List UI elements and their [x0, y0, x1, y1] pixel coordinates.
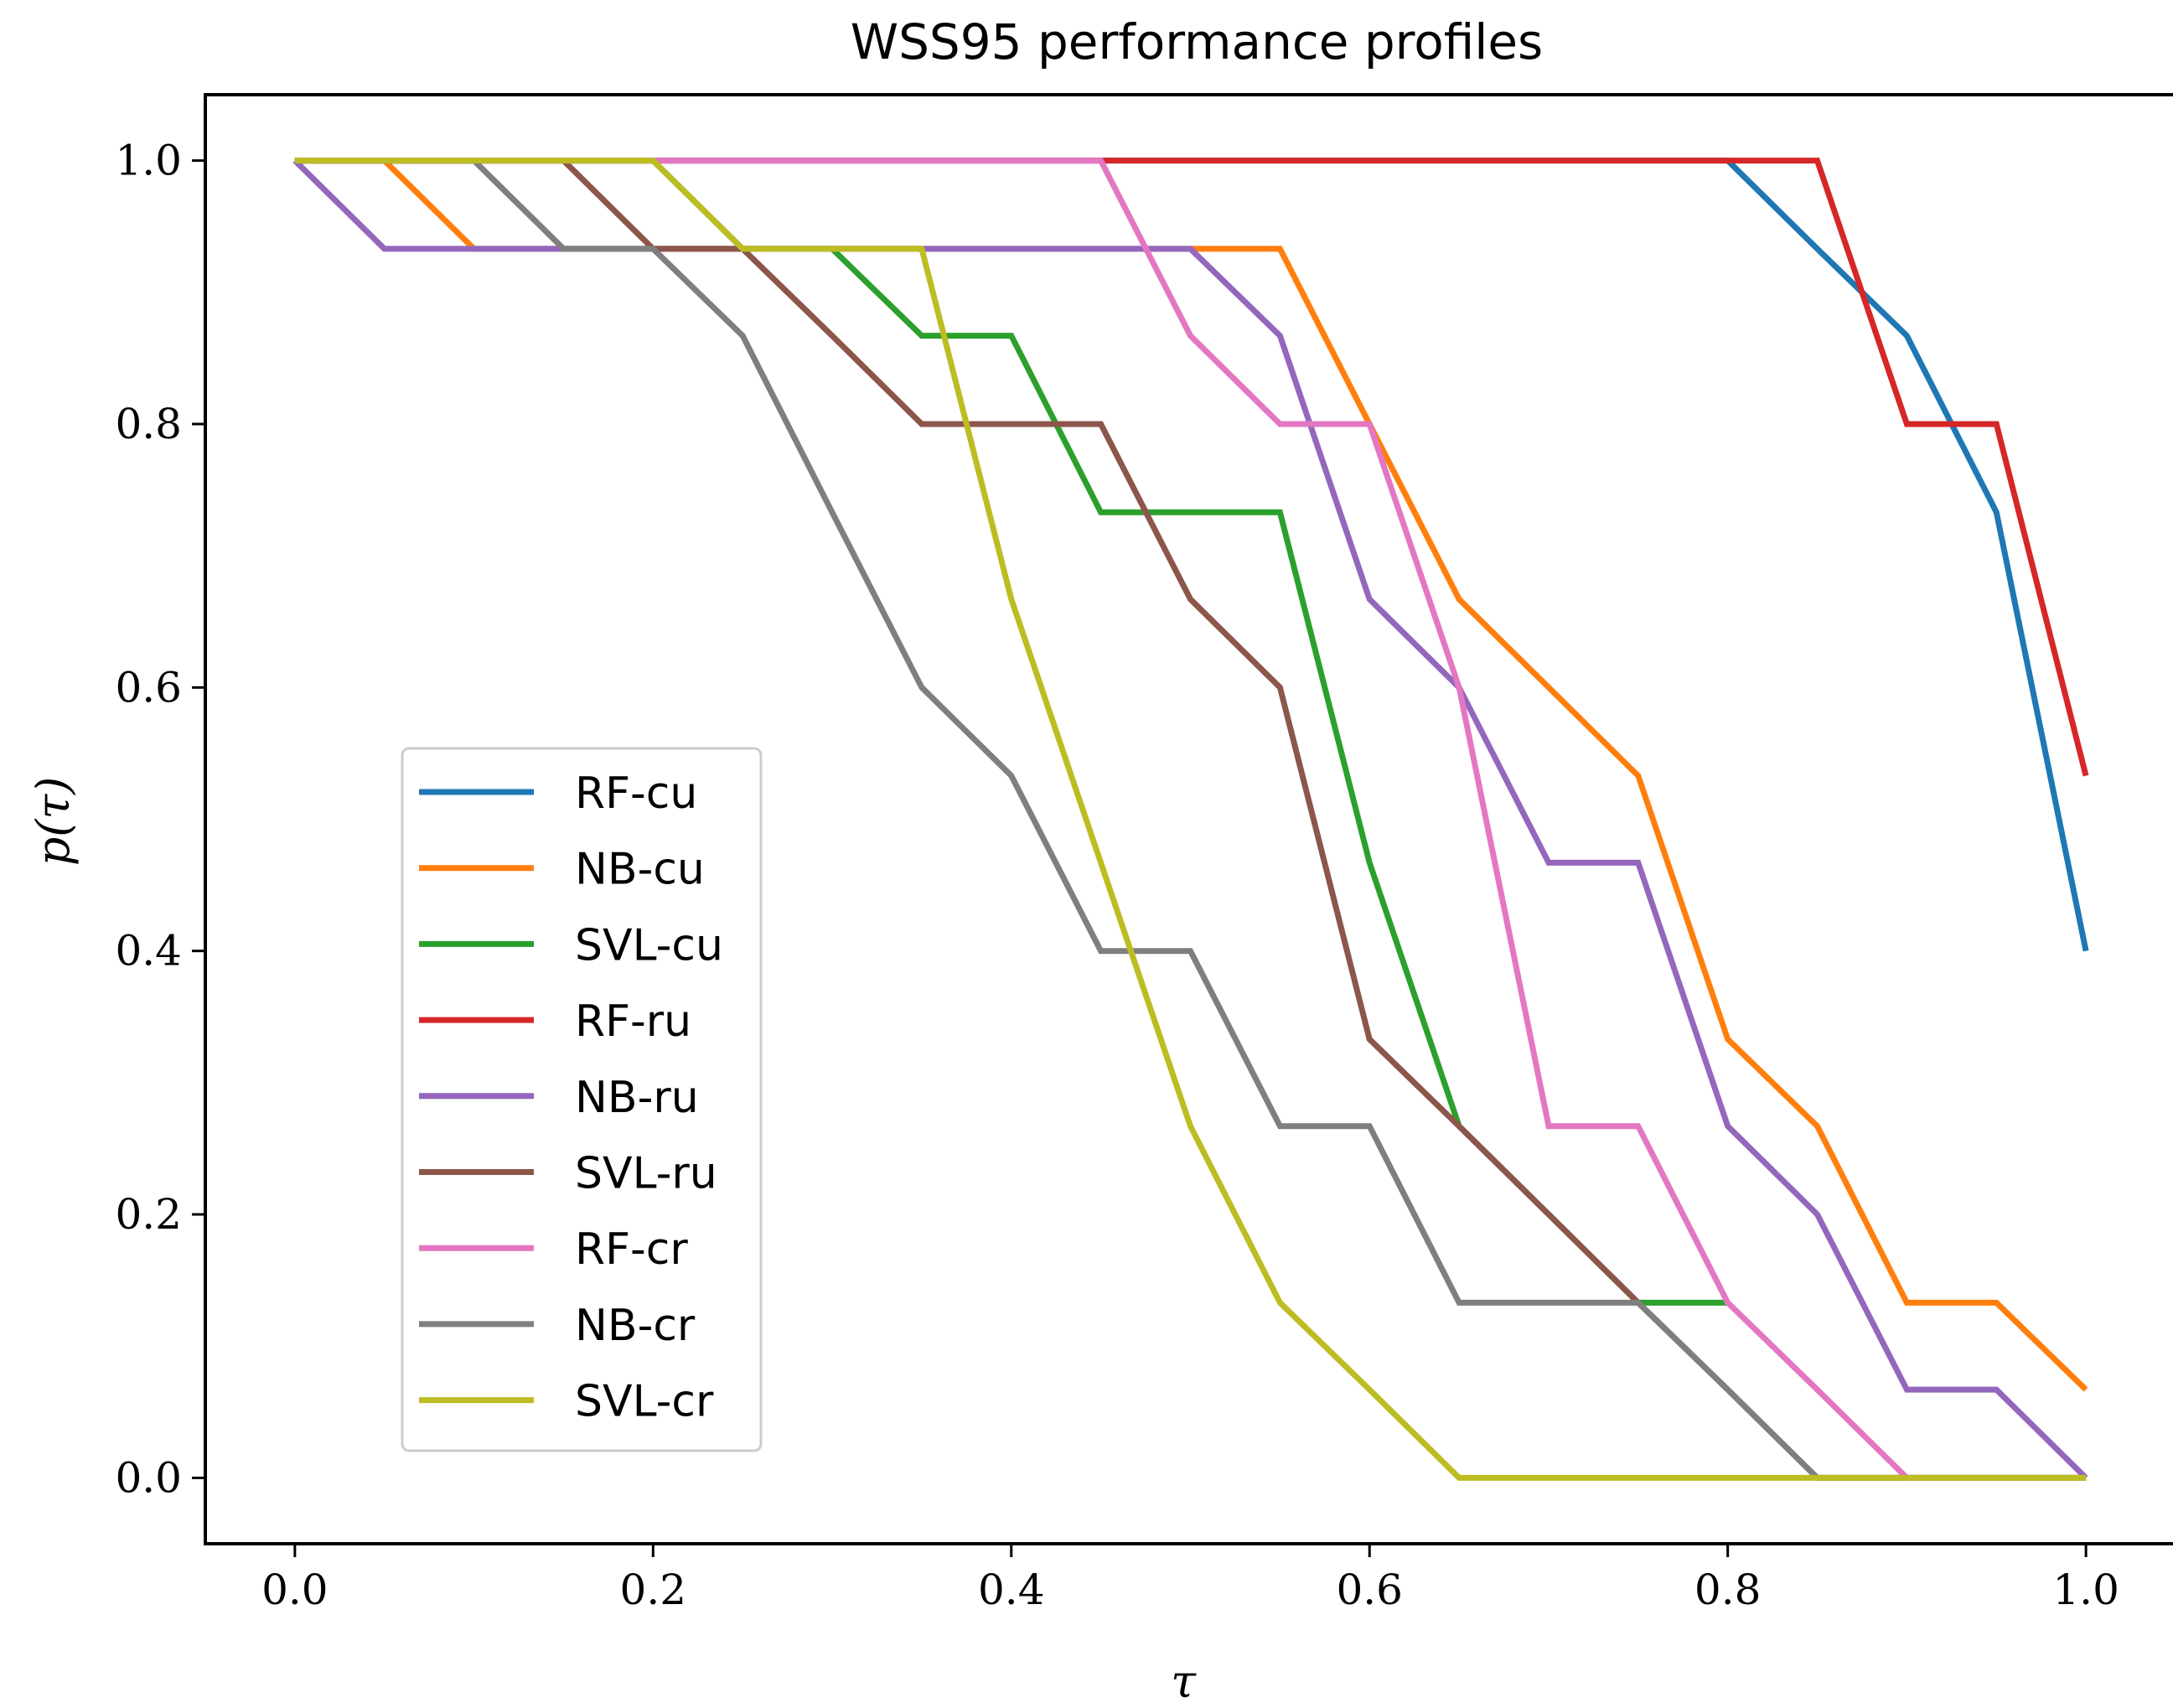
legend-label-nb-ru: NB-ru [575, 1073, 699, 1123]
series-line-svl-cr [294, 158, 2087, 1481]
x-tick-label: 0.2 [620, 1566, 687, 1614]
y-tick-label: 0.4 [115, 927, 182, 976]
y-tick-label: 0.8 [115, 400, 182, 448]
x-tick-label: 0.4 [978, 1566, 1045, 1614]
chart-title: WSS95 performance profiles [851, 13, 1544, 70]
legend-label-svl-ru: SVL-ru [575, 1149, 717, 1199]
x-tick-label: 0.0 [261, 1566, 329, 1614]
legend-label-nb-cr: NB-cr [575, 1301, 696, 1351]
x-tick-label: 0.8 [1694, 1566, 1762, 1614]
series-layer [292, 158, 2089, 1481]
x-axis-label: τ [1171, 1655, 1197, 1708]
y-axis: 0.0 0.2 0.4 0.6 0.8 1.0 [115, 137, 205, 1502]
legend-label-rf-ru: RF-ru [575, 996, 691, 1047]
y-axis-label: p(τ) [27, 777, 80, 867]
legend-label-nb-cu: NB-cu [575, 845, 705, 895]
x-axis: 0.0 0.2 0.4 0.6 0.8 1.0 [261, 1544, 2119, 1614]
y-tick-label: 0.0 [115, 1453, 182, 1502]
legend: RF-cu NB-cu SVL-cu RF-ru NB-ru SVL-ru RF-cr NB-… [401, 747, 763, 1452]
y-tick-label: 1.0 [115, 137, 182, 185]
legend-label-svl-cr: SVL-cr [575, 1377, 714, 1427]
x-tick-label: 1.0 [2052, 1566, 2119, 1614]
x-tick-label: 0.6 [1336, 1566, 1403, 1614]
legend-label-svl-cu: SVL-cu [575, 920, 723, 970]
y-tick-label: 0.6 [115, 663, 182, 712]
series-line-nb-cr [294, 158, 2087, 1481]
legend-label-rf-cr: RF-cr [575, 1224, 688, 1275]
legend-box [401, 747, 763, 1452]
y-tick-label: 0.2 [115, 1190, 182, 1239]
legend-label-rf-cu: RF-cu [575, 769, 697, 819]
plot-area [204, 93, 2173, 1545]
